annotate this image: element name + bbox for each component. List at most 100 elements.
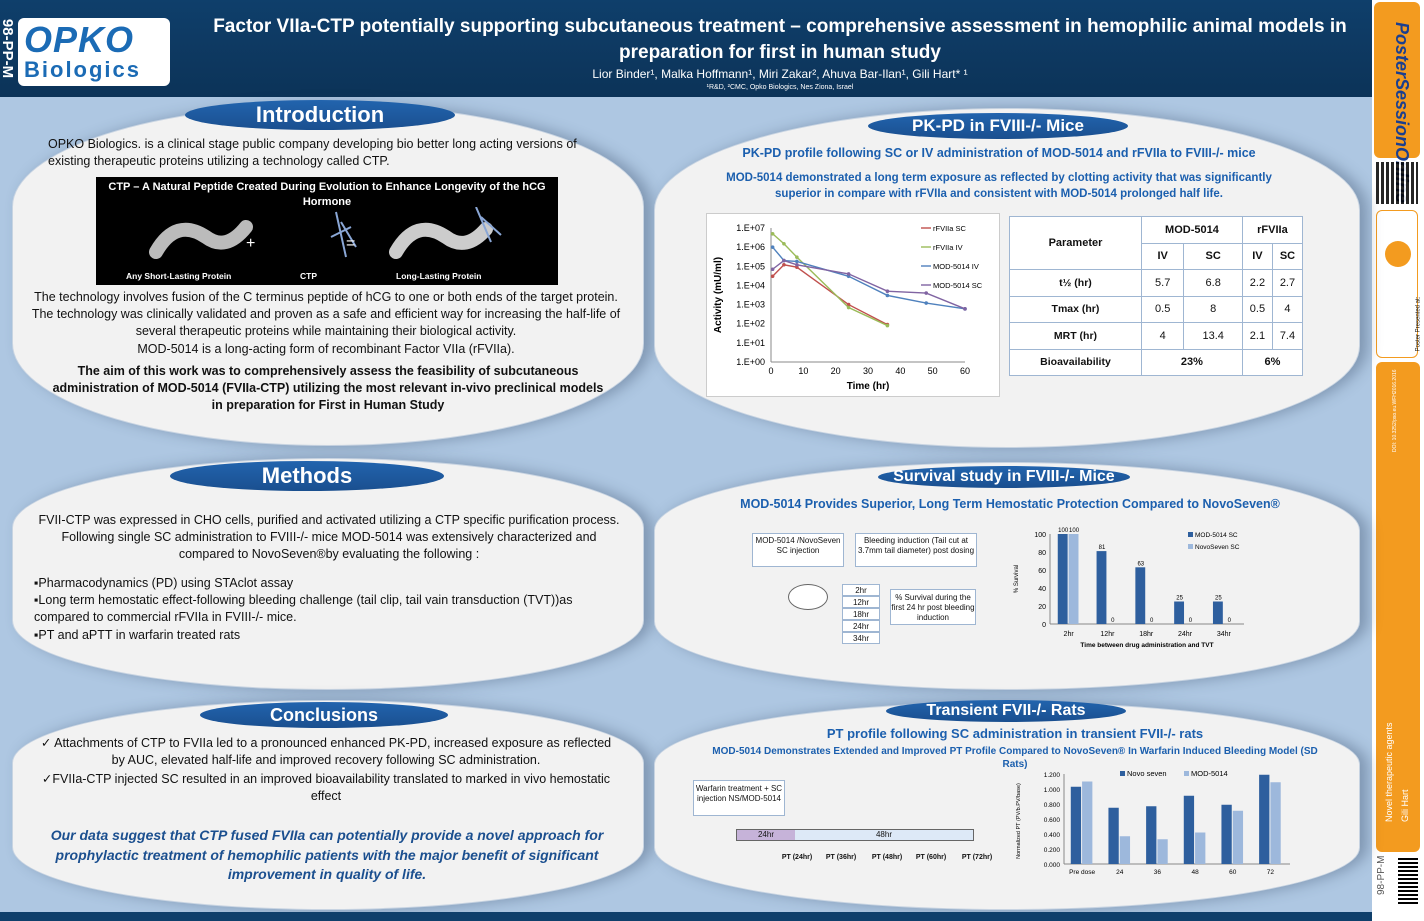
pkpd-title: PK-PD in FVIII-/- Mice (868, 113, 1128, 139)
pt-timepoints: PT (24hr) PT (36hr) PT (48hr) PT (60hr) PT (… (780, 846, 992, 874)
y-axis-label: % Survival (1014, 565, 1020, 593)
y-tick-label: 1.E+06 (736, 242, 765, 252)
series-line (772, 246, 966, 310)
y-tick-label: 0.000 (1044, 862, 1061, 869)
pt-bar (1195, 832, 1206, 864)
legend-entry: rFVIIa IV (933, 243, 963, 252)
bottom-bar (0, 912, 1372, 921)
data-point (782, 258, 786, 263)
x-tick-label: 30 (863, 366, 873, 376)
table-header-sc: SC (1183, 242, 1243, 270)
table-row: MRT (hr) 4 13.4 2.1 7.4 (1009, 322, 1304, 350)
pt-timepoint: PT (36hr) (825, 854, 857, 861)
y-tick-label: 1.E+04 (736, 280, 765, 290)
pt-bar (1183, 795, 1195, 864)
x-tick-label: 24 (1116, 869, 1124, 876)
methods-bullet-2: ▪Long term hemostatic effect-following b… (34, 593, 573, 624)
y-tick-label: 0.400 (1044, 832, 1061, 839)
bar-data-label: 25 (1176, 596, 1183, 602)
x-tick-label: 20 (831, 366, 841, 376)
pt-timepoint: PT (60hr) (915, 854, 947, 861)
poster-session-logo: PosterSessionOnline (1374, 2, 1420, 203)
survival-box: % Survival during the first 24 hr post b… (890, 589, 976, 625)
time-item: 34hr (842, 632, 880, 644)
congress-logo-icon (1385, 241, 1411, 267)
pt-bar (1221, 804, 1232, 864)
table-header-parameter: Parameter (1009, 216, 1142, 270)
legend-entry: MOD-5014 SC (1195, 532, 1238, 539)
transient-title: Transient FVII-/- Rats (886, 700, 1126, 722)
data-point (885, 293, 890, 298)
pkpd-chart-svg: 1.E+00 1.E+01 1.E+02 1.E+03 1.E+04 1.E+05 1.E+… (713, 223, 983, 392)
timeline-bar: 24hr 48hr (736, 829, 974, 841)
x-tick-label: 40 (895, 366, 905, 376)
x-axis-label: Time (hr) (847, 381, 890, 392)
bar-data-label: 0 (1228, 618, 1232, 624)
survival-bar (1135, 567, 1146, 624)
bar-data-label: 0 (1189, 618, 1193, 624)
methods-panel (12, 458, 644, 690)
y-tick-label: 0.600 (1044, 817, 1061, 824)
data-point (924, 301, 928, 305)
pkpd-subtitle: PK-PD profile following SC or IV adminis… (742, 146, 1256, 160)
x-tick-label: 12hr (1100, 631, 1115, 638)
conclusion-2: ✓FVIIa-CTP injected SC resulted in an im… (41, 772, 611, 803)
table-header-iv: IV (1140, 242, 1185, 270)
strip-code: 98-PP-M (1376, 855, 1387, 895)
x-tick-label: 60 (960, 366, 970, 376)
time-item: 12hr (842, 596, 880, 608)
pt-bar (1270, 782, 1281, 864)
pt-bar (1146, 806, 1157, 864)
y-tick-label: 1.E+02 (736, 319, 765, 329)
x-tick-label: Pre dose (1069, 869, 1095, 876)
legend-entry: MOD-5014 IV (933, 262, 979, 271)
pt-bar (1108, 807, 1119, 864)
data-point (795, 259, 799, 264)
data-point (770, 267, 775, 272)
x-axis-label: Time between drug administration and TVT (1080, 642, 1213, 649)
pt-bar (1119, 836, 1131, 864)
poster-header: 98-PP-M OPKO Biologics Factor VIIa-CTP p… (0, 0, 1372, 97)
x-tick-label: 50 (928, 366, 938, 376)
pt-timepoint: PT (24hr) (781, 854, 813, 861)
x-tick-label: 72 (1267, 869, 1275, 876)
y-tick-label: 0 (1042, 622, 1046, 629)
bar-data-label: 25 (1215, 596, 1222, 602)
y-tick-label: 1.E+07 (736, 223, 765, 233)
intro-aim: The aim of this work was to comprehensiv… (52, 364, 604, 412)
survival-panel (654, 462, 1360, 690)
conclusion-1: ✓ Attachments of CTP to FVIIa led to a p… (40, 736, 612, 767)
survival-bar (1212, 601, 1223, 624)
pt-chart: 0.000 0.200 0.400 0.600 0.800 1.000 1.200 Norma… (1016, 769, 1290, 876)
time-item: 24hr (842, 620, 880, 632)
poster-info-bar: DOI: 10.3252/pso.eu.WFH2016.2016 Novel t… (1376, 362, 1420, 852)
bar-data-label: 81 (1099, 545, 1106, 551)
data-point (963, 307, 967, 311)
bar-data-label: 0 (1111, 618, 1115, 624)
x-tick-label: 60 (1229, 869, 1237, 876)
bar-data-label: 100 (1058, 528, 1069, 534)
data-point (795, 255, 799, 259)
y-tick-label: 1.200 (1044, 772, 1061, 779)
intro-paragraph-3: MOD-5014 is a long-acting form of recomb… (137, 342, 515, 356)
intro-paragraph-1: OPKO Biologics. is a clinical stage publ… (48, 137, 577, 168)
x-tick-label: 48 (1191, 869, 1199, 876)
table-header-mod: MOD-5014 (1140, 216, 1243, 244)
table-row: t½ (hr) 5.7 6.8 2.2 2.7 (1009, 269, 1304, 297)
conclusions-panel (12, 700, 644, 910)
pt-bar (1259, 774, 1270, 864)
warfarin-box: Warfarin treatment + SC injection NS/MOD… (693, 780, 785, 816)
qr-code-icon[interactable] (1376, 162, 1418, 204)
authors: Lior Binder¹, Malka Hoffmann¹, Miri Zaka… (592, 67, 968, 81)
x-tick-label: 34hr (1217, 631, 1232, 638)
timeline-seg-24: 24hr (737, 830, 795, 840)
time-item: 18hr (842, 608, 880, 620)
survival-bar (1068, 534, 1079, 624)
conclusion-summary: Our data suggest that CTP fused FVIIa ca… (50, 827, 604, 882)
data-point (885, 323, 890, 328)
data-point (885, 289, 890, 293)
pk-parameter-table: Parameter MOD-5014 rFVIIa IV SC IV SC t½… (1009, 216, 1304, 376)
y-tick-label: 1.E+05 (736, 261, 765, 271)
survival-bar (1174, 601, 1185, 624)
